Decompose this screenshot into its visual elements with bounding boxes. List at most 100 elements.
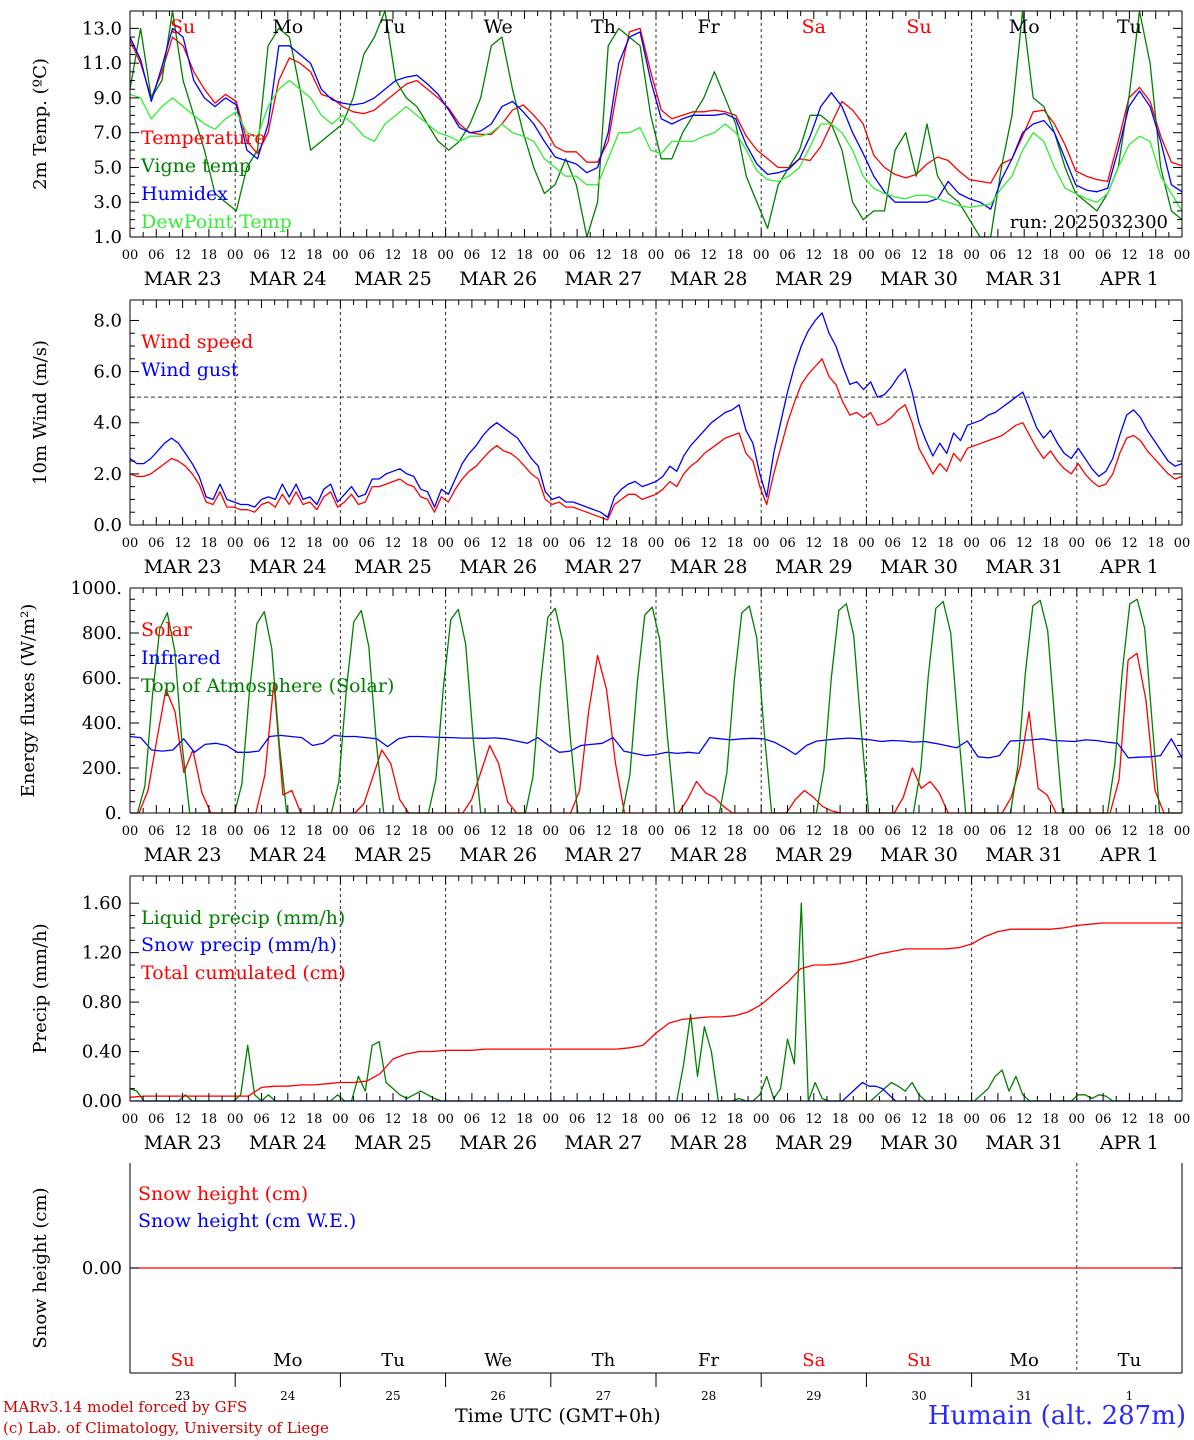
date-label: MAR 26: [459, 1132, 537, 1154]
day-number-label: 29: [806, 1389, 821, 1403]
hour-tick-label: 12: [1121, 1112, 1138, 1127]
date-label: MAR 27: [565, 268, 643, 290]
hour-tick-label: 12: [385, 248, 402, 263]
hour-tick-label: 06: [358, 1112, 375, 1127]
legend-entry: Humidex: [141, 183, 228, 205]
hour-tick-label: 18: [411, 824, 428, 839]
hour-tick-label: 18: [1042, 824, 1059, 839]
hour-tick-label: 06: [464, 536, 481, 551]
hour-tick-label: 18: [621, 824, 638, 839]
hour-tick-label: 00: [1174, 824, 1191, 839]
day-name-label: Th: [592, 1350, 616, 1371]
y-tick-label: 400.: [82, 713, 122, 734]
day-name-label: Tu: [1118, 1350, 1142, 1371]
date-label: MAR 25: [354, 556, 432, 578]
hour-tick-label: 00: [963, 248, 980, 263]
hour-tick-label: 18: [937, 536, 954, 551]
legend-entry: Vigne temp: [140, 155, 251, 177]
hour-tick-label: 06: [884, 1112, 901, 1127]
date-label: MAR 28: [670, 844, 748, 866]
hour-tick-label: 06: [253, 248, 270, 263]
hour-tick-label: 18: [411, 248, 428, 263]
hour-tick-label: 00: [1174, 536, 1191, 551]
hour-tick-label: 18: [516, 1112, 533, 1127]
hour-tick-label: 12: [174, 824, 191, 839]
hour-tick-label: 06: [569, 1112, 586, 1127]
day-number-label: 25: [385, 1389, 400, 1403]
hour-tick-label: 12: [911, 248, 928, 263]
hour-tick-label: 06: [253, 536, 270, 551]
day-number-label: 30: [911, 1389, 926, 1403]
hour-tick-label: 00: [332, 248, 349, 263]
day-number-label: 1: [1126, 1389, 1134, 1403]
hour-tick-label: 00: [1069, 1112, 1086, 1127]
y-axis-title: Precip (mm/h): [30, 923, 51, 1053]
hour-tick-label: 06: [148, 248, 165, 263]
day-name-label: Mo: [273, 1350, 302, 1371]
date-label: MAR 31: [985, 556, 1063, 578]
date-label: APR 1: [1099, 844, 1159, 866]
legend-entry: Temperature: [141, 127, 265, 149]
y-tick-label: 0.80: [82, 992, 122, 1013]
hour-tick-label: 00: [753, 1112, 770, 1127]
y-tick-label: 0.00: [82, 1091, 122, 1112]
panel-0: [129, 10, 1183, 238]
hour-tick-label: 18: [832, 248, 849, 263]
hour-tick-label: 18: [411, 536, 428, 551]
hour-tick-label: 06: [674, 824, 691, 839]
hour-tick-label: 12: [1016, 536, 1033, 551]
hour-tick-label: 18: [201, 536, 218, 551]
hour-tick-label: 18: [621, 1112, 638, 1127]
legend-entry: Snow precip (mm/h): [141, 934, 337, 956]
hour-tick-label: 00: [1069, 536, 1086, 551]
hour-tick-label: 18: [937, 248, 954, 263]
y-axis-title: 10m Wind (m/s): [30, 340, 51, 485]
hour-tick-label: 00: [332, 824, 349, 839]
day-number-label: 27: [596, 1389, 611, 1403]
hour-tick-label: 00: [122, 248, 139, 263]
hour-tick-label: 06: [674, 1112, 691, 1127]
day-name-label: Tu: [1117, 16, 1142, 38]
hour-tick-label: 18: [1042, 248, 1059, 263]
date-label: MAR 25: [354, 268, 432, 290]
date-label: MAR 24: [249, 268, 327, 290]
hour-tick-label: 00: [858, 1112, 875, 1127]
y-axis-title: Energy fluxes (W/m²): [18, 604, 39, 798]
y-tick-label: 600.: [82, 668, 122, 689]
hour-tick-label: 18: [937, 824, 954, 839]
hour-tick-label: 00: [227, 248, 244, 263]
hour-tick-label: 12: [1121, 824, 1138, 839]
hour-tick-label: 18: [727, 536, 744, 551]
hour-tick-label: 06: [253, 1112, 270, 1127]
y-tick-label: 0.0: [93, 515, 122, 536]
hour-tick-label: 12: [490, 248, 507, 263]
hour-tick-label: 12: [700, 248, 717, 263]
hour-tick-label: 00: [1069, 248, 1086, 263]
hour-tick-label: 12: [280, 1112, 297, 1127]
hour-tick-label: 18: [727, 1112, 744, 1127]
date-label: MAR 29: [775, 556, 853, 578]
hour-tick-label: 00: [963, 824, 980, 839]
hour-tick-label: 18: [1147, 536, 1164, 551]
x-axis-title: Time UTC (GMT+0h): [455, 1405, 661, 1427]
day-number-label: 31: [1017, 1389, 1032, 1403]
hour-tick-label: 06: [148, 536, 165, 551]
panel-4: [129, 1163, 1183, 1387]
hour-tick-label: 00: [753, 248, 770, 263]
hour-tick-label: 00: [122, 824, 139, 839]
hour-tick-label: 00: [122, 1112, 139, 1127]
day-number-label: 24: [280, 1389, 296, 1403]
hour-tick-label: 12: [700, 1112, 717, 1127]
hour-tick-label: 00: [858, 248, 875, 263]
date-label: MAR 29: [775, 1132, 853, 1154]
date-label: MAR 24: [249, 556, 327, 578]
date-label: MAR 23: [144, 844, 222, 866]
day-name-label: Fr: [698, 1350, 719, 1371]
series-line-wind-speed: [129, 358, 1183, 521]
day-name-label: We: [484, 16, 513, 38]
hour-tick-label: 00: [227, 824, 244, 839]
date-label: MAR 28: [670, 556, 748, 578]
hour-tick-label: 12: [806, 1112, 823, 1127]
y-axis-title: Snow height (cm): [30, 1187, 51, 1348]
